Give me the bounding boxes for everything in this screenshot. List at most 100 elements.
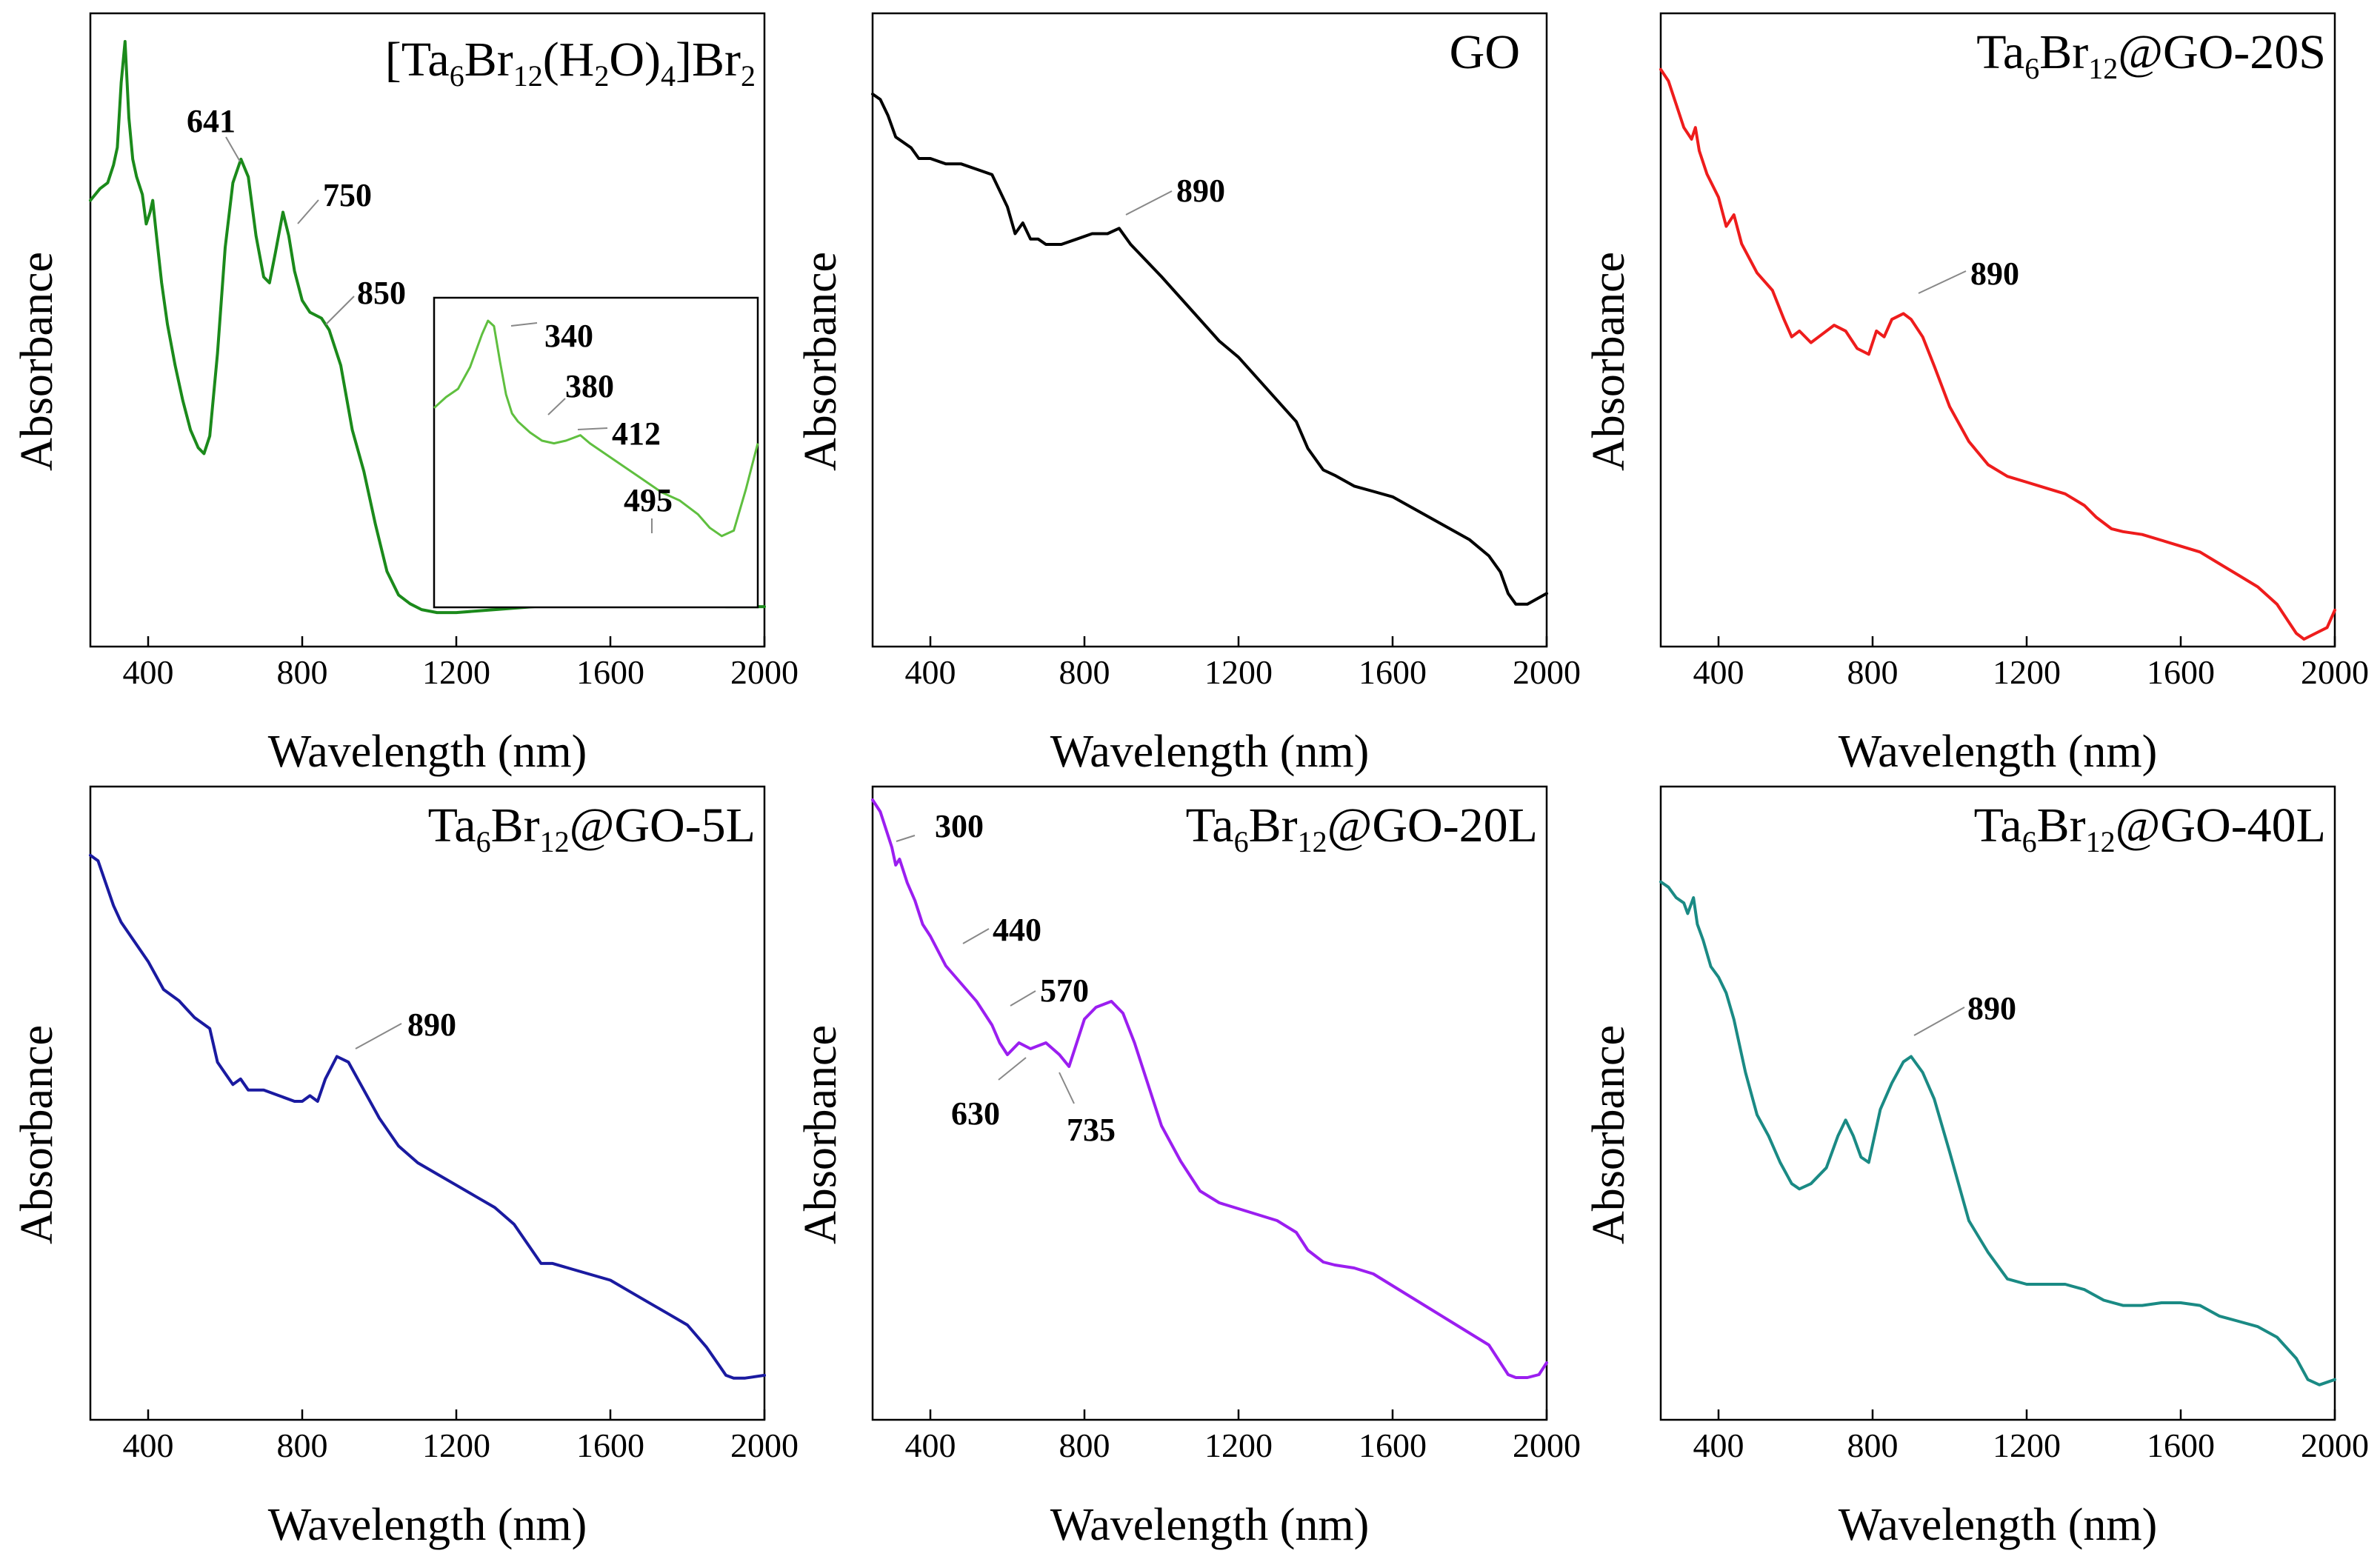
plot-frame (1659, 785, 2336, 1421)
y-axis-label: Absorbance (796, 252, 846, 471)
peak-label-630: 630 (951, 1057, 1027, 1132)
panel-ta6br12-go-20l: Ta6Br12@GO-20L Absorbance Wavelength (nm… (796, 785, 1581, 1550)
peak-label-890: 890 (1913, 990, 2016, 1036)
x-tick-label: 1600 (576, 1426, 644, 1464)
svg-text:850: 850 (357, 275, 406, 311)
inset-peak-label-380: 380 (547, 368, 614, 415)
peak-label-735: 735 (1059, 1072, 1116, 1148)
x-axis-label: Wavelength (nm) (268, 727, 587, 777)
panel-ta6br12-go-5l: Ta6Br12@GO-5L Absorbance Wavelength (nm)… (12, 785, 799, 1550)
x-tick-label: 2000 (730, 653, 799, 691)
inset-frame (433, 296, 759, 609)
plot-frame (1659, 12, 2336, 648)
x-axis-label: Wavelength (nm) (1839, 727, 2158, 777)
x-tick-label: 400 (123, 653, 174, 691)
title: Ta6Br12@GO-40L (1974, 798, 2326, 858)
x-tick-label: 1600 (2147, 653, 2215, 691)
x-tick-label: 800 (1059, 653, 1110, 691)
svg-text:380: 380 (565, 368, 614, 404)
x-tick-label: 2000 (2301, 1426, 2369, 1464)
y-axis-label: Absorbance (12, 1025, 62, 1244)
svg-text:890: 890 (1970, 256, 2019, 292)
series-line (89, 853, 766, 1380)
title: [Ta6Br12(H2O)4]Br2 (385, 33, 756, 93)
svg-text:Ta6Br12@GO-20L: Ta6Br12@GO-20L (1186, 798, 1538, 858)
x-tick-label: 800 (277, 1426, 328, 1464)
x-axis: 400 800 1200 1600 2000 (123, 1409, 799, 1464)
title: Ta6Br12@GO-20L (1186, 798, 1538, 858)
series-line (1659, 880, 2336, 1386)
x-axis: 400 800 1200 1600 2000 (1693, 636, 2369, 691)
plot-frame (871, 12, 1548, 648)
x-tick-label: 1200 (1204, 1426, 1273, 1464)
x-tick-label: 400 (123, 1426, 174, 1464)
svg-text:890: 890 (407, 1007, 456, 1043)
x-tick-label: 800 (277, 653, 328, 691)
svg-text:412: 412 (612, 415, 661, 452)
peak-label-890: 890 (355, 1007, 456, 1049)
svg-text:440: 440 (993, 912, 1041, 948)
series-line (871, 93, 1548, 606)
svg-text:300: 300 (935, 808, 984, 844)
peak-label-641: 641 (187, 103, 241, 162)
inset-peak-label-495: 495 (624, 482, 673, 533)
x-axis-label: Wavelength (nm) (268, 1500, 587, 1550)
x-tick-label: 800 (1059, 1426, 1110, 1464)
inset-peak-label-340: 340 (510, 318, 593, 354)
y-axis-label: Absorbance (796, 1025, 846, 1244)
title: Ta6Br12@GO-20S (1976, 25, 2326, 85)
peak-label-850: 850 (325, 275, 406, 325)
series-line (1659, 67, 2336, 641)
title: Ta6Br12@GO-5L (428, 798, 756, 858)
x-tick-label: 2000 (730, 1426, 799, 1464)
svg-text:630: 630 (951, 1095, 1000, 1132)
svg-text:Ta6Br12@GO-40L: Ta6Br12@GO-40L (1974, 798, 2326, 858)
svg-text:890: 890 (1967, 990, 2016, 1027)
inset-series-line (433, 319, 759, 538)
title: GO (1450, 25, 1520, 79)
x-tick-label: 1600 (576, 653, 644, 691)
x-tick-label: 800 (1847, 1426, 1899, 1464)
plot-frame (871, 785, 1548, 1421)
x-tick-label: 400 (1693, 1426, 1744, 1464)
svg-text:735: 735 (1067, 1112, 1116, 1148)
x-tick-label: 2000 (2301, 653, 2369, 691)
plot-frame (89, 12, 766, 648)
x-axis: 400 800 1200 1600 2000 (123, 636, 799, 691)
x-axis: 400 800 1200 1600 2000 (905, 1409, 1581, 1464)
peak-label-570: 570 (1010, 972, 1089, 1009)
x-tick-label: 800 (1847, 653, 1899, 691)
inset-peak-label-412: 412 (577, 415, 661, 452)
x-axis: 400 800 1200 1600 2000 (905, 636, 1581, 691)
panel-ta6br12-go-20s: Ta6Br12@GO-20S Absorbance Wavelength (nm… (1584, 12, 2369, 777)
x-tick-label: 1200 (1993, 1426, 2061, 1464)
x-tick-label: 1200 (1204, 653, 1273, 691)
peak-label-890: 890 (1125, 173, 1225, 216)
svg-text:641: 641 (187, 103, 236, 139)
series-line (871, 798, 1548, 1379)
svg-text:495: 495 (624, 482, 673, 518)
x-tick-label: 400 (905, 653, 956, 691)
series-line (89, 40, 766, 615)
x-axis-label: Wavelength (nm) (1839, 1500, 2158, 1550)
y-axis-label: Absorbance (12, 252, 62, 471)
x-tick-label: 400 (1693, 653, 1744, 691)
x-tick-label: 1600 (1359, 1426, 1427, 1464)
x-tick-label: 1600 (2147, 1426, 2215, 1464)
x-tick-label: 2000 (1513, 1426, 1581, 1464)
x-tick-label: 1200 (422, 653, 490, 691)
x-tick-label: 2000 (1513, 653, 1581, 691)
x-tick-label: 1600 (1359, 653, 1427, 691)
svg-text:340: 340 (544, 318, 593, 354)
plot-frame (89, 785, 766, 1421)
panel-ta6br12-go-40l: Ta6Br12@GO-40L Absorbance Wavelength (nm… (1584, 785, 2369, 1550)
svg-text:750: 750 (323, 177, 372, 213)
svg-text:[Ta6Br12(H2O)4]Br2: [Ta6Br12(H2O)4]Br2 (385, 33, 756, 93)
x-tick-label: 400 (905, 1426, 956, 1464)
svg-text:Ta6Br12@GO-5L: Ta6Br12@GO-5L (428, 798, 756, 858)
svg-text:890: 890 (1176, 173, 1225, 209)
y-axis-label: Absorbance (1584, 1025, 1634, 1244)
svg-text:570: 570 (1040, 972, 1089, 1009)
x-tick-label: 1200 (422, 1426, 490, 1464)
